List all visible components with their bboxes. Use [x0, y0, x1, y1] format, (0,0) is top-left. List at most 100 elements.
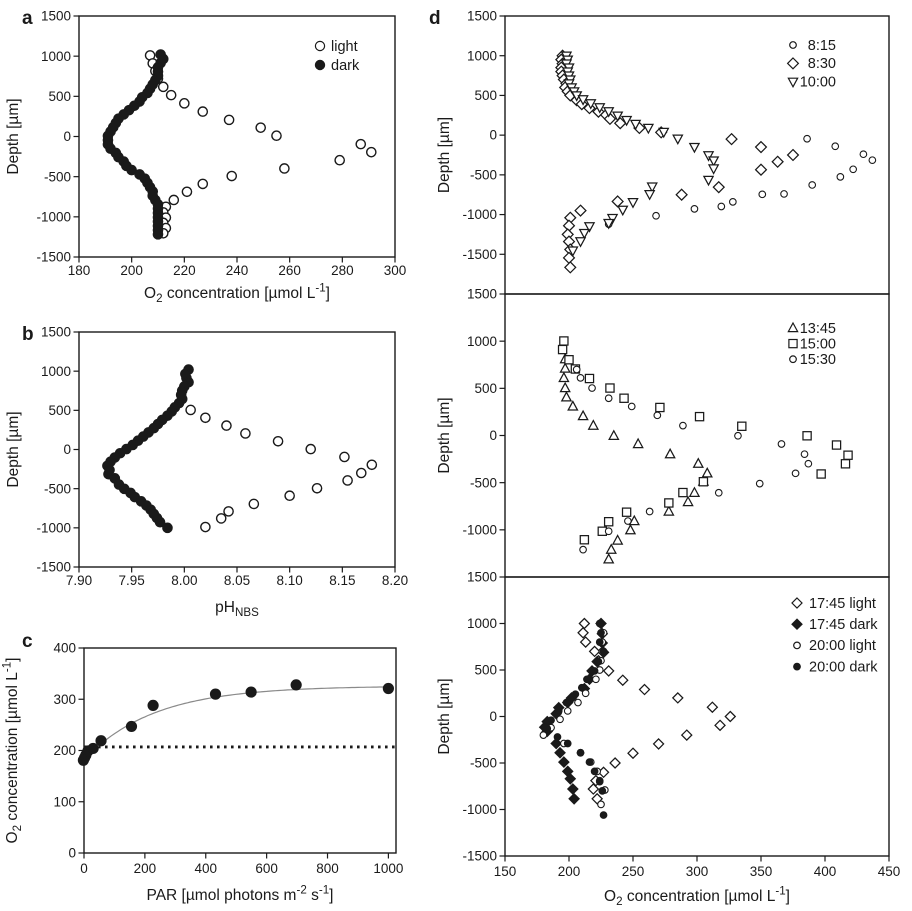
- legend: light dark: [314, 39, 360, 74]
- svg-text:200: 200: [558, 864, 581, 879]
- y-axis: -1500 -1000 -500 0 500 1000 1500: [462, 9, 505, 262]
- svg-text:0: 0: [489, 128, 497, 143]
- svg-text:0: 0: [68, 846, 76, 861]
- svg-text:-1500: -1500: [36, 560, 71, 575]
- svg-text:0: 0: [63, 442, 71, 457]
- svg-text:8.10: 8.10: [277, 573, 303, 588]
- svg-text:260: 260: [278, 263, 301, 278]
- series-dark: [102, 49, 169, 240]
- svg-text:8:30: 8:30: [808, 56, 836, 72]
- svg-text:-1000: -1000: [462, 207, 497, 222]
- y-axis-label: O2 concentration [µmol L-1]: [0, 658, 24, 844]
- panel-c: 0 100 200 300 400 O2 concentration [µmol L-1]…: [0, 631, 403, 904]
- svg-text:1500: 1500: [467, 9, 497, 24]
- svg-text:300: 300: [384, 263, 407, 278]
- series-net-photosynthesis: [77, 679, 394, 766]
- series-10:00: [560, 51, 720, 257]
- svg-text:220: 220: [173, 263, 196, 278]
- y-axis-label: Depth [µm]: [436, 117, 453, 193]
- svg-text:1500: 1500: [467, 570, 497, 585]
- series-20:00-dark: [543, 619, 608, 819]
- panel-letter-a: a: [22, 8, 33, 29]
- svg-text:0: 0: [489, 709, 497, 724]
- legend: 8:15 8:30 10:00: [786, 38, 836, 91]
- legend-item: 17:45 light: [791, 596, 876, 612]
- svg-text:1000: 1000: [467, 616, 497, 631]
- svg-text:100: 100: [53, 794, 76, 809]
- legend-item: 8:15: [789, 38, 836, 54]
- series-light: [144, 50, 377, 239]
- svg-text:400: 400: [194, 861, 217, 876]
- svg-text:0: 0: [489, 428, 497, 443]
- panel-letter-b: b: [22, 324, 34, 345]
- x-axis-label: PAR [µmol photons m-2 s-1]: [147, 883, 334, 904]
- svg-text:8.15: 8.15: [329, 573, 355, 588]
- svg-text:17:45 light: 17:45 light: [809, 596, 876, 612]
- svg-text:300: 300: [686, 864, 709, 879]
- svg-text:-1000: -1000: [36, 209, 71, 224]
- y-axis-label: Depth [µm]: [436, 397, 453, 473]
- series-light: [185, 404, 378, 533]
- legend: 17:45 light 17:45 dark 20:00 light 20:00 da…: [791, 596, 878, 675]
- panel-letter-d: d: [429, 8, 441, 29]
- legend-item: 13:45: [787, 321, 836, 337]
- svg-text:350: 350: [750, 864, 773, 879]
- fit-curve: [83, 686, 392, 761]
- x-axis: 0 200 400 600 800 1000: [80, 853, 403, 876]
- svg-text:1500: 1500: [41, 325, 71, 340]
- svg-text:240: 240: [226, 263, 249, 278]
- svg-text:10:00: 10:00: [800, 75, 836, 91]
- svg-text:-1500: -1500: [462, 849, 497, 864]
- svg-text:-1000: -1000: [462, 522, 497, 537]
- svg-text:20:00 light: 20:00 light: [809, 638, 876, 654]
- x-axis-label: O2 concentration [µmol L-1]: [604, 884, 790, 908]
- svg-text:13:45: 13:45: [800, 321, 836, 337]
- svg-text:-500: -500: [470, 756, 497, 771]
- svg-text:180: 180: [68, 263, 91, 278]
- svg-text:7.90: 7.90: [66, 573, 92, 588]
- y-axis: -1500 -1000 -500 0 500 1000 1500: [462, 570, 505, 864]
- svg-text:-500: -500: [44, 169, 71, 184]
- svg-text:0: 0: [80, 861, 88, 876]
- panel-d3: -1500 -1000 -500 0 500 1000 1500 Depth [µm] 150 2…: [436, 570, 900, 909]
- svg-text:1000: 1000: [41, 364, 71, 379]
- svg-text:-1500: -1500: [36, 250, 71, 265]
- x-axis: 180 200 220 240 260 280 300: [68, 257, 407, 278]
- svg-text:1000: 1000: [373, 861, 403, 876]
- svg-text:15:00: 15:00: [800, 336, 836, 352]
- y-axis: -1000 -500 0 500 1000 1500: [462, 287, 505, 537]
- svg-text:450: 450: [878, 864, 901, 879]
- svg-text:dark: dark: [331, 58, 360, 74]
- panel-letter-c: c: [22, 631, 33, 652]
- panel-b: -1500 -1000 -500 0 500 1000 1500 Depth [µm] 7.90…: [5, 324, 408, 619]
- svg-text:8:15: 8:15: [808, 38, 836, 54]
- svg-text:600: 600: [255, 861, 278, 876]
- legend-item: 15:00: [788, 336, 836, 352]
- legend-item: light: [314, 39, 358, 55]
- svg-text:0: 0: [63, 129, 71, 144]
- svg-text:200: 200: [53, 743, 76, 758]
- legend-item: 10:00: [787, 75, 836, 91]
- svg-text:20:00 dark: 20:00 dark: [809, 659, 878, 675]
- x-axis-label: pHNBS: [215, 599, 259, 619]
- svg-text:light: light: [331, 39, 358, 55]
- panel-a: -1500 -1000 -500 0 500 1000 1500 Depth [µm] 180 2…: [5, 8, 406, 305]
- svg-text:1000: 1000: [467, 48, 497, 63]
- y-axis: -1500 -1000 -500 0 500 1000 1500: [36, 325, 79, 575]
- svg-text:280: 280: [331, 263, 354, 278]
- y-axis-label: Depth [µm]: [436, 678, 453, 754]
- svg-text:7.95: 7.95: [119, 573, 145, 588]
- svg-text:-1000: -1000: [462, 802, 497, 817]
- series-13:45: [558, 352, 713, 564]
- svg-text:-500: -500: [44, 481, 71, 496]
- svg-text:-500: -500: [470, 167, 497, 182]
- legend-item: 17:45 dark: [791, 617, 878, 633]
- svg-text:300: 300: [53, 692, 76, 707]
- svg-text:150: 150: [494, 864, 517, 879]
- svg-text:400: 400: [814, 864, 837, 879]
- panel-d1: -1500 -1000 -500 0 500 1000 1500 Depth [µm] 8:15…: [429, 8, 890, 295]
- svg-text:500: 500: [474, 381, 497, 396]
- legend-item: 15:30: [789, 352, 836, 368]
